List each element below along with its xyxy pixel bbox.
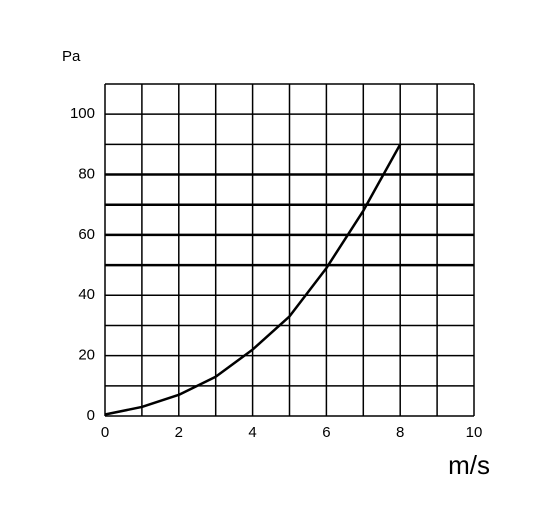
line xyxy=(104,143,402,416)
y-tick-label: 60 xyxy=(78,226,95,243)
x-axis-label: m/s xyxy=(448,450,490,480)
x-tick-label: 8 xyxy=(396,424,404,441)
y-tick-label: 20 xyxy=(78,347,95,364)
y-tick-label: 40 xyxy=(78,286,95,303)
y-tick-label: 80 xyxy=(78,166,95,183)
x-tick-label: 4 xyxy=(248,424,256,441)
y-tick-label: 0 xyxy=(87,407,95,424)
x-tick-label: 6 xyxy=(322,424,330,441)
y-tick-label: 100 xyxy=(70,105,95,122)
x-tick-label: 0 xyxy=(101,424,109,441)
y-axis-label: Pa xyxy=(62,48,81,65)
x-tick-label: 10 xyxy=(466,424,483,441)
x-tick-label: 2 xyxy=(175,424,183,441)
